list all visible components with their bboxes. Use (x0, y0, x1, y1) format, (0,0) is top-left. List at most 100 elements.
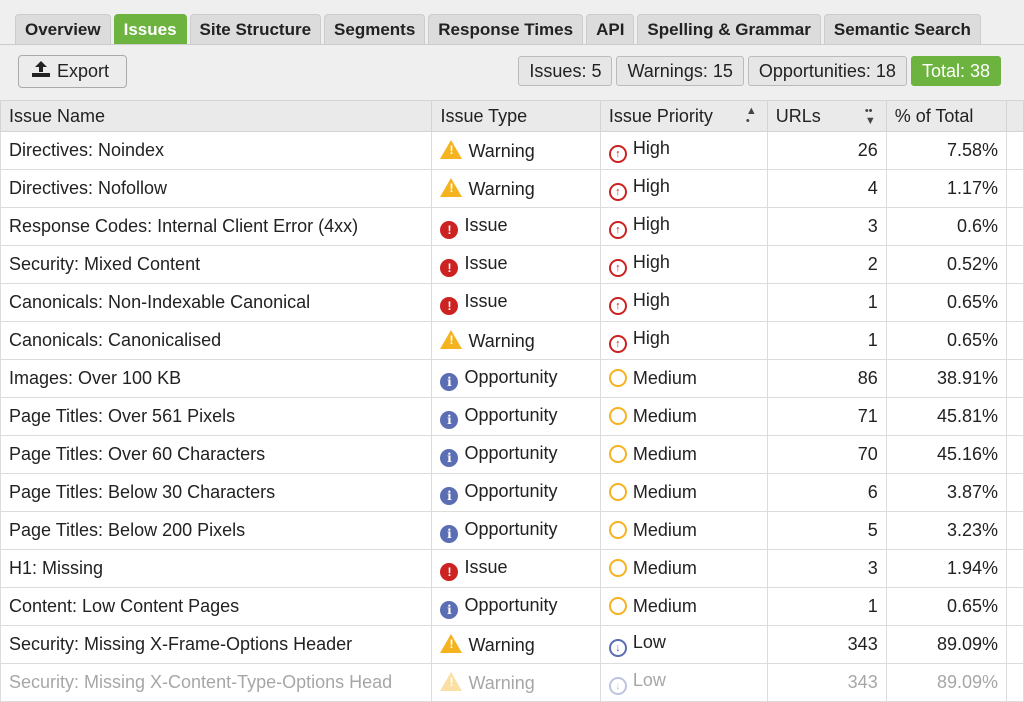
table-row[interactable]: Page Titles: Over 561 Pixels i Opportunit… (0, 397, 1024, 436)
percent-cell: 3.23% (885, 511, 1008, 550)
table-row[interactable]: Content: Low Content Pages i Opportunity … (0, 587, 1024, 626)
issue-type-cell: ! Issue (431, 207, 601, 246)
issue-priority-label: Medium (632, 444, 697, 464)
issue-name-cell: Page Titles: Below 200 Pixels (0, 511, 433, 550)
table-row[interactable]: Page Titles: Below 200 Pixels i Opportuni… (0, 511, 1024, 550)
priority-high-icon: ↑ (608, 183, 627, 201)
issue-priority-cell: ↑ High (599, 245, 768, 284)
sort-descending-icon: •• ▼ (864, 105, 876, 127)
table-row[interactable]: Security: Missing X-Frame-Options Header… (0, 625, 1024, 664)
table-row[interactable]: Directives: Noindex Warning ↑ High 26 7.5… (0, 131, 1024, 170)
issue-type-label: Opportunity (464, 404, 558, 425)
percent-cell: 3.87% (885, 473, 1008, 512)
table-row[interactable]: Canonicals: Non-Indexable Canonical ! Iss… (0, 283, 1024, 322)
tab-spelling-grammar[interactable]: Spelling & Grammar (637, 14, 821, 44)
info-icon: i (440, 486, 459, 505)
column-header-urls[interactable]: URLs •• ▼ (766, 100, 887, 132)
table-row[interactable]: Security: Mixed Content ! Issue ↑ High 2 0… (0, 245, 1024, 284)
tab-api[interactable]: API (586, 14, 635, 44)
priority-medium-icon (608, 597, 627, 615)
table-row[interactable]: Response Codes: Internal Client Error (4… (0, 207, 1024, 246)
urls-cell: 1 (766, 283, 887, 322)
filler-cell (1006, 207, 1024, 246)
info-icon: i (440, 524, 459, 543)
tab-segments[interactable]: Segments (324, 14, 426, 44)
urls-cell: 86 (766, 359, 887, 398)
issue-priority-cell: Medium (599, 587, 768, 626)
info-icon: i (440, 410, 459, 429)
filler-cell (1006, 625, 1024, 664)
priority-medium-icon (608, 483, 627, 501)
issue-type-cell: i Opportunity (431, 435, 601, 474)
table-row[interactable]: Directives: Nofollow Warning ↑ High 4 1.1… (0, 169, 1024, 208)
table-row[interactable]: H1: Missing ! Issue Medium 3 1.94% (0, 549, 1024, 588)
column-header-issue-priority[interactable]: Issue Priority ▲ • (599, 100, 768, 132)
issue-type-label: Warning (468, 634, 535, 655)
percent-cell: 0.6% (885, 207, 1008, 246)
issue-name-cell: Page Titles: Below 30 Characters (0, 473, 433, 512)
column-header-issue-name[interactable]: Issue Name (0, 100, 433, 132)
error-icon: ! (440, 296, 459, 315)
issue-priority-cell: ↑ High (599, 283, 768, 322)
summary-counts: Issues: 5 Warnings: 15 Opportunities: 18… (518, 56, 1001, 86)
table-row[interactable]: Canonicals: Canonicalised Warning ↑High … (0, 321, 1024, 360)
error-icon: ! (440, 220, 459, 239)
sort-ascending-icon: ▲ • (745, 105, 757, 127)
issue-priority-label: High (632, 138, 670, 158)
total-count-button[interactable]: Total: 38 (910, 56, 1001, 86)
issue-priority-cell: ↑ High (599, 131, 768, 170)
column-header-issue-type[interactable]: Issue Type (431, 100, 601, 132)
opportunities-count-button[interactable]: Opportunities: 18 (747, 56, 907, 86)
issue-priority-label: High (632, 252, 670, 272)
filler-cell (1006, 473, 1024, 512)
issue-priority-label: Low (632, 632, 666, 652)
info-icon: i (440, 372, 459, 391)
priority-medium-icon (608, 445, 627, 463)
filler-cell (1006, 131, 1024, 170)
priority-high-icon: ↑ (608, 259, 627, 277)
tab-overview[interactable]: Overview (15, 14, 111, 44)
urls-cell: 4 (766, 169, 887, 208)
issue-type-cell: ! Issue (431, 549, 601, 588)
table-row[interactable]: Page Titles: Below 30 Characters i Opport… (0, 473, 1024, 512)
tab-site-structure[interactable]: Site Structure (189, 14, 322, 44)
urls-cell: 343 (766, 625, 887, 664)
issue-name-cell: Content: Low Content Pages (0, 587, 433, 626)
issue-type-cell: Warning (431, 131, 601, 170)
filler-cell (1006, 321, 1024, 360)
issue-priority-cell: Medium (599, 511, 768, 550)
issue-priority-label: Medium (632, 368, 697, 388)
priority-medium-icon (608, 407, 627, 425)
filler-cell (1006, 359, 1024, 398)
issue-type-cell: Warning (431, 169, 601, 208)
issue-type-label: Opportunity (464, 480, 558, 501)
percent-cell: 38.91% (885, 359, 1008, 398)
issue-priority-cell: Medium (599, 359, 768, 398)
export-button[interactable]: Export (18, 55, 127, 88)
table-row[interactable]: Images: Over 100 KB i Opportunity Medium … (0, 359, 1024, 398)
filler-cell (1006, 169, 1024, 208)
tab-semantic-search[interactable]: Semantic Search (823, 14, 981, 44)
percent-cell: 45.81% (885, 397, 1008, 436)
issue-priority-cell: ↓ Low (599, 625, 768, 664)
percent-cell: 0.65% (885, 587, 1008, 626)
filler-cell (1006, 435, 1024, 474)
issue-type-label: Warning (468, 672, 535, 693)
filler-cell (1006, 587, 1024, 626)
tab-issues[interactable]: Issues (113, 14, 187, 44)
priority-low-icon: ↓ (608, 677, 627, 695)
issue-priority-label: High (632, 176, 670, 196)
issue-name-cell: Canonicals: Canonicalised (0, 321, 433, 360)
column-header-percent-of-total[interactable]: % of Total (885, 100, 1008, 132)
issue-priority-cell: ↑ High (599, 207, 768, 246)
percent-cell: 1.17% (885, 169, 1008, 208)
tab-response-times[interactable]: Response Times (428, 14, 584, 44)
issue-name-cell: Page Titles: Over 60 Characters (0, 435, 433, 474)
tab-bar: Overview Issues Site Structure Segments Resp… (15, 14, 981, 44)
table-row[interactable]: Page Titles: Over 60 Characters i Opportu… (0, 435, 1024, 474)
issue-name-cell: Images: Over 100 KB (0, 359, 433, 398)
warnings-count-button[interactable]: Warnings: 15 (616, 56, 744, 86)
warning-icon (440, 139, 463, 159)
filler-cell (1006, 397, 1024, 436)
issues-count-button[interactable]: Issues: 5 (518, 56, 613, 86)
